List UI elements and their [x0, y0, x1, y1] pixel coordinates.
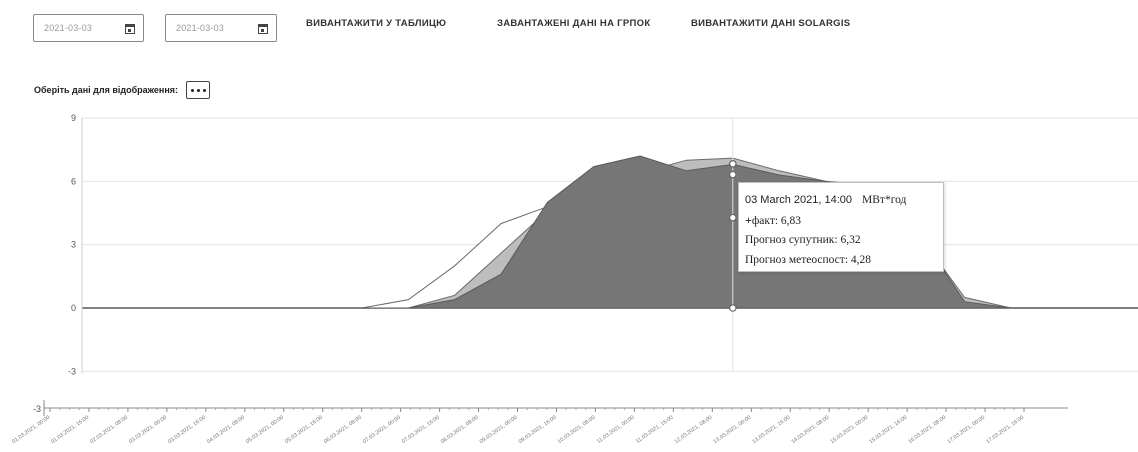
hover-point: [728, 160, 737, 168]
x-tick-label: 06.03.2021, 08:00: [323, 415, 363, 445]
y-tick-label: -3: [33, 404, 41, 414]
x-tick-label: 15.03.2021, 00:00: [830, 415, 870, 445]
y-tick-label: 6: [71, 176, 76, 186]
y-tick-label: 9: [71, 113, 76, 123]
x-tick-label: 13.03.2021, 00:00: [713, 415, 753, 445]
x-tick-label: 11.03.2021, 16:00: [635, 415, 674, 445]
more-dots-icon[interactable]: [186, 81, 211, 99]
export-solargis-button[interactable]: ВИВАНТАЖИТИ ДАНІ SOLARGIS: [691, 18, 851, 29]
data-selector-label: Оберіть дані для відображення:: [34, 85, 179, 95]
export-table-button[interactable]: ВИВАНТАЖИТИ У ТАБЛИЦЮ: [306, 18, 447, 29]
chart-hover: [728, 118, 737, 372]
date-from-value: 2021-03-03: [44, 23, 93, 33]
x-tick-label: 01.03.2021, 00:00: [11, 415, 51, 445]
x-tick-label: 10.03.2021, 08:00: [557, 415, 597, 445]
tooltip-line-fact: факт: 6,83: [751, 215, 802, 227]
hover-point: [728, 213, 737, 222]
data-selector: Оберіть дані для відображення:: [34, 78, 211, 102]
tooltip-line-meteo: Прогноз метеоспост: 4,28: [745, 254, 872, 266]
calendar-icon[interactable]: [125, 23, 135, 34]
calendar-icon[interactable]: [258, 23, 268, 34]
x-tick-label: 09.03.2021, 16:00: [518, 415, 558, 445]
chart-tooltip: 03 March 2021, 14:00 МВт*год +факт: 6,83 …: [738, 182, 944, 272]
x-tick-label: 07.03.2021, 16:00: [401, 415, 441, 445]
toolbar: 2021-03-03 2021-03-03 ВИВАНТАЖИТИ У ТАБЛ…: [0, 0, 1138, 60]
x-tick-label: 14.03.2021, 08:00: [791, 415, 831, 445]
tooltip-line-satellite: Прогноз супутник: 6,32: [745, 234, 861, 246]
x-tick-label: 02.03.2021, 08:00: [89, 415, 129, 445]
loaded-data-button[interactable]: ЗАВАНТАЖЕНІ ДАНІ НА ГРПОК: [497, 18, 651, 29]
x-tick-label: 16.03.2021, 08:00: [907, 415, 947, 445]
x-tick-label: 07.03.2021, 00:00: [362, 415, 402, 445]
date-to-value: 2021-03-03: [176, 23, 225, 33]
x-tick-label: 13.03.2021, 16:00: [752, 415, 792, 445]
date-to-field[interactable]: 2021-03-03: [165, 14, 277, 42]
tooltip-date: 03 March 2021, 14:00: [745, 194, 853, 206]
x-tick-label: 03.03.2021, 00:00: [128, 415, 168, 445]
x-tick-label: 03.03.2021, 16:00: [167, 415, 207, 445]
x-tick-label: 09.03.2021, 00:00: [479, 415, 519, 445]
x-tick-label: 17.03.2021, 16:00: [985, 415, 1025, 445]
hover-point: [728, 170, 737, 179]
hover-point: [728, 304, 737, 312]
x-tick-label: 05.03.2021, 00:00: [245, 415, 285, 445]
y-tick-label: 3: [71, 240, 76, 250]
x-tick-label: 12.03.2021, 08:00: [674, 415, 714, 445]
x-tick-label: 04.03.2021, 08:00: [206, 415, 246, 445]
plus-icon: +: [745, 213, 752, 227]
x-tick-label: 08.03.2021, 08:00: [440, 415, 480, 445]
y-tick-label: -3: [68, 366, 76, 376]
y-tick-label: 0: [71, 303, 76, 313]
x-tick-label: 17.03.2021, 00:00: [946, 415, 986, 445]
x-tick-label: 15.03.2021, 16:00: [868, 415, 908, 445]
tooltip-unit: МВт*год: [862, 194, 907, 206]
x-tick-label: 11.03.2021, 00:00: [596, 415, 635, 445]
x-tick-label: 05.03.2021, 16:00: [284, 415, 324, 445]
date-from-field[interactable]: 2021-03-03: [33, 14, 144, 42]
x-tick-label: 01.03.2021, 16:00: [50, 415, 90, 445]
